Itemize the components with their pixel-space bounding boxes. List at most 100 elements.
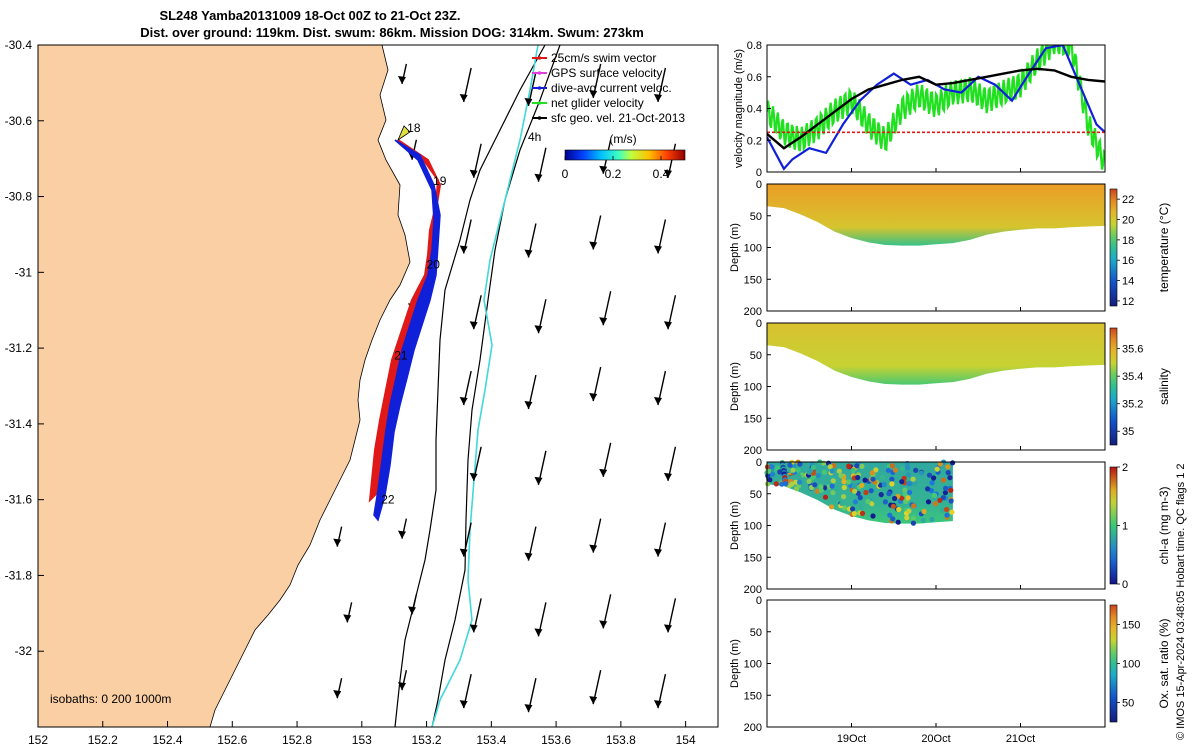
chla-dots bbox=[764, 459, 956, 526]
panel-frame bbox=[766, 599, 1106, 728]
colorbar-tick-label: 20 bbox=[1122, 215, 1134, 227]
chla-panel: 0 50 100 150 200 Depth (m) 0 1 2 chl-a (mg m-3) bbox=[729, 457, 1171, 596]
oxygen-panel: 0 50 100 150 200 Depth (m) 50 100 150 Ox. sat. ra… bbox=[729, 595, 1171, 734]
current-arrow bbox=[653, 522, 667, 557]
time-axis: 19Oct 20Oct 21Oct bbox=[837, 733, 1035, 745]
panel-ytick-label: 100 bbox=[744, 382, 762, 394]
panel-ytick-label: 0 bbox=[756, 179, 762, 191]
panel-ytick-label: 0 bbox=[756, 318, 762, 330]
colorbar-tick-label: 35.2 bbox=[1122, 399, 1143, 411]
current-arrow bbox=[663, 295, 677, 330]
glider-start-marker bbox=[397, 125, 411, 142]
colorbar-label: temperature (°C) bbox=[1157, 203, 1171, 293]
current-arrow bbox=[653, 67, 667, 103]
current-arrow bbox=[524, 526, 537, 561]
profile-section bbox=[767, 323, 1105, 385]
current-arrow bbox=[653, 370, 667, 406]
time-tick-label: 21Oct bbox=[1006, 733, 1035, 745]
velocity-series-line bbox=[767, 67, 1105, 150]
current-arrow bbox=[397, 63, 408, 85]
current-arrow bbox=[469, 143, 482, 178]
panel-ytick-label: 150 bbox=[744, 552, 762, 564]
current-arrow bbox=[589, 670, 602, 705]
panel-ytick-label: 50 bbox=[750, 211, 762, 223]
colorbar-tick-label: 1 bbox=[1122, 521, 1128, 533]
colorbar-tick-label: 100 bbox=[1122, 659, 1140, 671]
current-arrow bbox=[534, 147, 547, 182]
isobath-note: isobaths: 0 200 1000m bbox=[50, 692, 171, 706]
current-arrow bbox=[343, 602, 353, 623]
current-arrow bbox=[534, 299, 547, 334]
temperature-panel: 0 50 100 150 200 Depth (m) 12 14 16 18 20 22 tempera… bbox=[729, 179, 1171, 318]
current-arrow bbox=[524, 223, 537, 258]
current-arrow bbox=[524, 374, 537, 410]
map-xtick-label: 153.2 bbox=[412, 733, 442, 747]
legend-entry: 25cm/s swim vector bbox=[551, 51, 656, 65]
panel-ytick-label: 0 bbox=[756, 457, 762, 469]
current-arrow bbox=[333, 678, 343, 699]
map-xtick-label: 152 bbox=[28, 733, 48, 747]
panel-ytick-label: 100 bbox=[744, 659, 762, 671]
current-arrow bbox=[663, 446, 677, 481]
map-xtick-label: 152.4 bbox=[153, 733, 183, 747]
panel-colorbar bbox=[1109, 327, 1118, 446]
colorbar-tick-label: 35.4 bbox=[1122, 371, 1143, 383]
current-arrow bbox=[599, 291, 612, 326]
panel-ytick-label: 150 bbox=[744, 690, 762, 702]
current-arrow bbox=[599, 442, 612, 477]
colorbar-label: salinity bbox=[1157, 368, 1171, 405]
panel-ytick-label: 0.8 bbox=[747, 40, 762, 52]
colorbar-label: chl-a (mg m-3) bbox=[1157, 486, 1171, 564]
colorbar-bar bbox=[564, 149, 686, 161]
panel-ytick-label: 50 bbox=[750, 350, 762, 362]
day-label: 21 bbox=[394, 348, 408, 362]
day-labels: 18 19 20 21 22 bbox=[381, 121, 446, 506]
colorbar-tick-label: 0 bbox=[1122, 579, 1128, 591]
colorbar-tick-label: 0.4 bbox=[653, 167, 670, 181]
land-area bbox=[38, 45, 411, 727]
colorbar-tick-label: 12 bbox=[1122, 296, 1134, 308]
map-ytick-label: -31 bbox=[15, 265, 33, 279]
map-xtick-label: 153 bbox=[352, 733, 372, 747]
map-x-axis: 152 152.2 152.4 152.6 152.8 153 153.2 153.4 153.… bbox=[28, 721, 696, 747]
panel-ytick-label: 0.4 bbox=[747, 104, 762, 116]
current-arrow bbox=[589, 518, 602, 553]
map-ytick-label: -30.6 bbox=[5, 114, 33, 128]
current-arrow bbox=[663, 143, 677, 178]
panel-colorbar bbox=[1109, 466, 1118, 585]
panel-ylabel: Depth (m) bbox=[729, 362, 741, 411]
panel-ytick-label: 50 bbox=[750, 489, 762, 501]
colorbar-tick-label: 50 bbox=[1122, 698, 1134, 710]
legend-entry: net glider velocity bbox=[551, 96, 644, 110]
panel-ytick-label: 200 bbox=[744, 306, 762, 318]
panel-ylabel: Depth (m) bbox=[729, 639, 741, 688]
current-arrow bbox=[459, 674, 472, 709]
map-y-axis: -30.4 -30.6 -30.8 -31 -31.2 -31.4 -31.6 -31.8 -3… bbox=[5, 38, 44, 658]
glider-track-blue bbox=[373, 139, 441, 522]
panel-ytick-label: 200 bbox=[744, 584, 762, 596]
current-arrow bbox=[534, 450, 547, 485]
map-xtick-label: 152.8 bbox=[282, 733, 312, 747]
panel-ytick-label: 50 bbox=[750, 627, 762, 639]
panel-colorbar bbox=[1109, 604, 1118, 723]
panel-ylabel: Depth (m) bbox=[729, 501, 741, 550]
map-xtick-label: 152.2 bbox=[88, 733, 118, 747]
panel-ytick-label: 0.2 bbox=[747, 135, 762, 147]
isobath-1000 bbox=[431, 45, 561, 727]
surface-track bbox=[431, 45, 539, 727]
current-arrow bbox=[589, 215, 602, 250]
legend-entry: sfc geo. vel. 21-Oct-2013 bbox=[551, 111, 685, 125]
current-arrow bbox=[653, 219, 667, 254]
current-arrow bbox=[407, 594, 418, 615]
colorbar-tick-label: 150 bbox=[1122, 620, 1140, 632]
time-tick-label: 19Oct bbox=[837, 733, 866, 745]
colorbar-tick-label: 0.2 bbox=[605, 167, 622, 181]
map-frame bbox=[37, 44, 719, 728]
colorbar-tick-label: 0 bbox=[562, 167, 569, 181]
velocity-series-line bbox=[767, 45, 1105, 170]
current-arrow bbox=[589, 366, 602, 402]
legend-entry: GPS surface velocity bbox=[551, 66, 662, 80]
colorbar-tick-label: 14 bbox=[1122, 276, 1134, 288]
